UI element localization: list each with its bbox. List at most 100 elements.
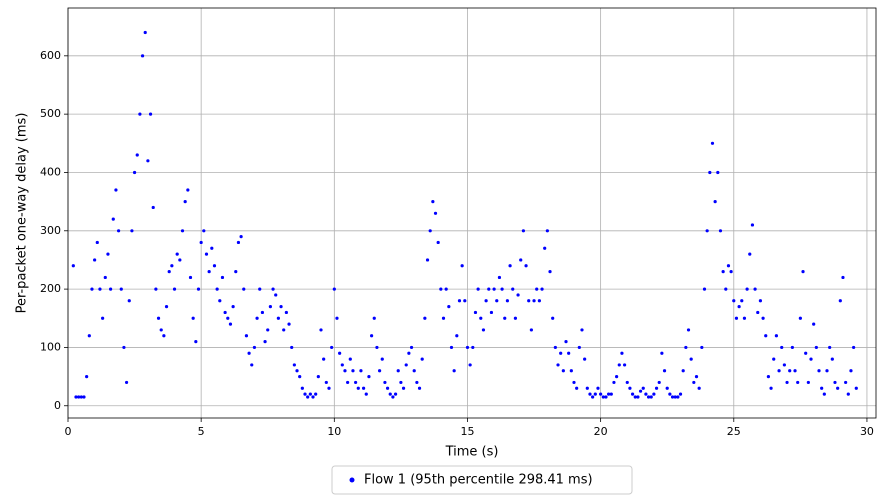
data-point — [87, 334, 91, 338]
data-point — [577, 345, 581, 350]
data-point — [148, 112, 153, 116]
data-point — [220, 275, 225, 280]
data-point — [194, 339, 198, 344]
data-point — [236, 240, 241, 245]
data-point — [638, 389, 643, 393]
data-point — [274, 293, 278, 297]
data-point — [622, 363, 627, 367]
data-point — [364, 392, 368, 396]
data-point — [82, 395, 86, 399]
data-point — [295, 369, 299, 373]
data-point — [513, 316, 518, 320]
data-point — [393, 392, 398, 396]
data-point — [580, 328, 584, 332]
data-point — [287, 322, 291, 326]
data-point — [846, 392, 850, 396]
data-point — [607, 392, 611, 396]
y-tick-label: 100 — [40, 340, 61, 353]
data-point — [481, 328, 486, 332]
data-point — [540, 287, 544, 291]
data-point — [332, 287, 336, 291]
data-point — [218, 299, 222, 303]
data-point — [702, 287, 707, 291]
data-point — [385, 386, 390, 390]
data-point — [543, 246, 547, 250]
data-point — [734, 316, 739, 320]
data-point — [444, 287, 448, 291]
data-point — [244, 334, 249, 338]
data-point — [798, 316, 802, 320]
data-point — [737, 305, 741, 309]
legend-box — [331, 465, 633, 495]
data-point — [215, 287, 219, 291]
data-point — [247, 351, 251, 355]
data-point — [202, 229, 206, 233]
plot-frame — [67, 7, 877, 419]
data-point — [503, 316, 507, 320]
data-point — [668, 392, 672, 396]
data-point — [77, 395, 81, 399]
data-point — [529, 328, 533, 332]
data-point — [567, 351, 571, 355]
data-point — [324, 380, 328, 385]
data-point — [412, 369, 416, 373]
data-point — [854, 386, 858, 390]
data-point — [511, 287, 515, 291]
data-point — [433, 211, 438, 215]
data-point — [745, 287, 749, 291]
data-point — [505, 299, 510, 303]
data-point — [825, 369, 829, 373]
data-point — [266, 328, 270, 332]
data-point — [593, 392, 597, 396]
data-point — [774, 334, 778, 338]
data-point — [628, 386, 632, 390]
legend: Flow 1 (95th percentile 298.41 ms) — [331, 465, 633, 495]
data-point — [207, 270, 211, 274]
data-point — [298, 374, 302, 379]
data-point — [676, 395, 680, 399]
data-point — [420, 357, 424, 361]
data-point — [468, 363, 472, 367]
data-point — [127, 299, 131, 303]
data-point — [306, 395, 310, 399]
data-point — [694, 374, 699, 379]
data-point — [545, 229, 549, 233]
x-tick-label: 30 — [860, 425, 874, 438]
data-point — [521, 229, 525, 233]
data-point — [830, 357, 834, 361]
data-point — [748, 252, 752, 256]
data-point — [354, 380, 358, 385]
data-point — [428, 229, 432, 233]
data-point — [473, 310, 478, 315]
x-tick-label: 10 — [327, 425, 341, 438]
data-point — [151, 205, 155, 210]
data-point — [380, 357, 384, 361]
legend-marker — [349, 477, 355, 483]
data-point — [785, 380, 789, 385]
data-point — [143, 30, 147, 35]
data-point — [601, 395, 605, 399]
data-point — [692, 380, 696, 385]
data-point — [391, 395, 395, 399]
data-point — [223, 310, 227, 315]
data-point — [292, 363, 296, 367]
data-point — [724, 287, 728, 291]
data-point — [801, 270, 805, 274]
data-point — [756, 310, 760, 315]
data-point — [74, 395, 78, 399]
data-point — [300, 386, 304, 390]
y-tick-label: 600 — [40, 49, 61, 62]
data-point — [844, 380, 848, 385]
data-point — [646, 395, 651, 399]
data-point — [319, 328, 323, 332]
data-point — [441, 316, 446, 320]
data-point — [109, 287, 113, 291]
y-axis-label: Per-packet one-way delay (ms) — [15, 113, 30, 314]
data-point — [615, 374, 619, 379]
data-point — [204, 252, 209, 256]
data-point — [788, 369, 792, 373]
data-point — [551, 316, 555, 320]
data-point — [449, 345, 454, 350]
data-point — [817, 369, 821, 373]
data-point — [156, 316, 161, 320]
